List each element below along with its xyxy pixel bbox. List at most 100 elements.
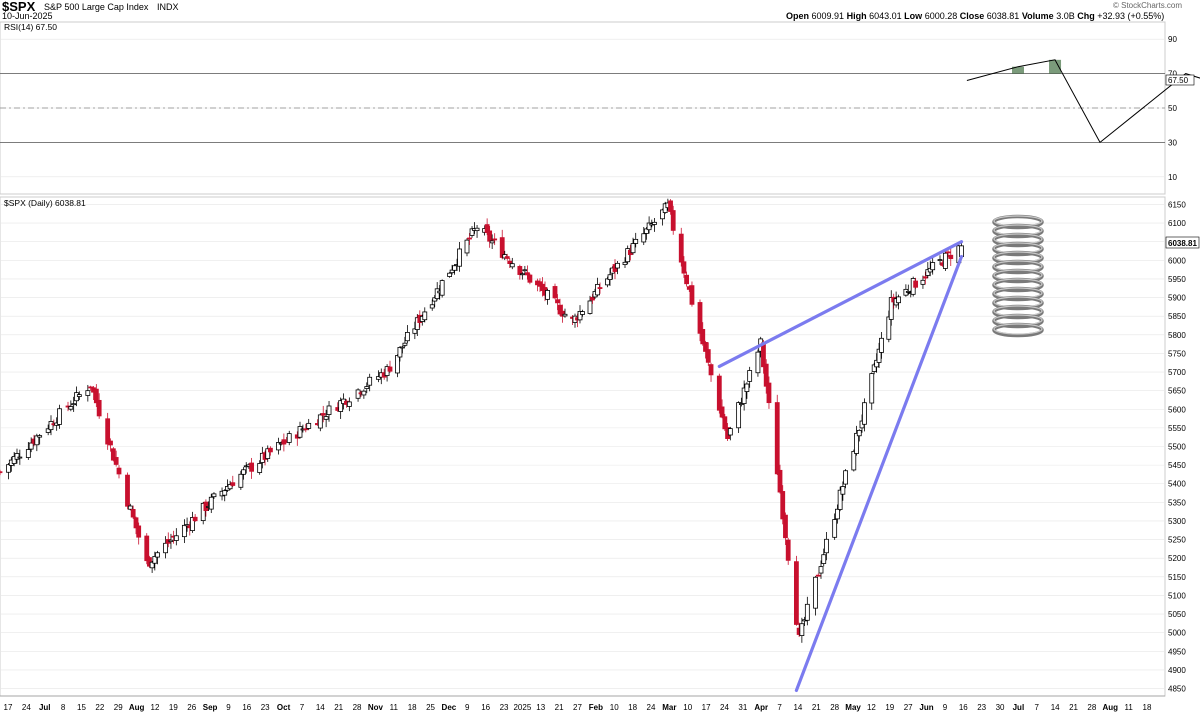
candle-body bbox=[662, 203, 668, 213]
low-value: 6000.28 bbox=[924, 11, 958, 21]
candle-body bbox=[761, 342, 766, 368]
price-tick-label: 5200 bbox=[1168, 554, 1186, 563]
candle-body bbox=[708, 364, 714, 376]
candle-body bbox=[871, 364, 877, 372]
rsi-overbought-fill bbox=[1049, 59, 1062, 74]
candle-body bbox=[346, 401, 352, 407]
x-tick-label: 15 bbox=[77, 703, 86, 712]
candle-body bbox=[208, 496, 214, 510]
trendlines bbox=[717, 240, 964, 693]
x-tick-label: 24 bbox=[22, 703, 31, 712]
x-tick-label: May bbox=[845, 703, 861, 712]
x-tick-label: 8 bbox=[61, 703, 66, 712]
candle-body bbox=[320, 413, 326, 416]
price-tick-label: 5850 bbox=[1168, 312, 1186, 321]
candle-body bbox=[149, 561, 155, 569]
candle-body bbox=[527, 274, 533, 283]
rsi-panel: 10 30 50 70 90 RSI(14) 67.50 67.50 bbox=[0, 21, 1200, 195]
candle-body bbox=[105, 418, 111, 445]
x-tick-label: Jul bbox=[1013, 703, 1025, 712]
candle-body bbox=[741, 387, 747, 404]
volume-label: Volume bbox=[1021, 11, 1054, 21]
price-tick-label: 4950 bbox=[1168, 647, 1186, 656]
candle-body bbox=[125, 474, 130, 507]
candle-body bbox=[763, 363, 769, 387]
price-tick-label: 5350 bbox=[1168, 498, 1186, 507]
candle-body bbox=[856, 429, 862, 437]
x-tick-label: 9 bbox=[943, 703, 948, 712]
candle-body bbox=[37, 435, 43, 438]
x-tick-label: 25 bbox=[426, 703, 435, 712]
candle-body bbox=[722, 416, 728, 430]
candle-body bbox=[184, 524, 190, 527]
candle-body bbox=[587, 300, 593, 314]
candle-body bbox=[404, 332, 410, 342]
candle-body bbox=[557, 304, 563, 315]
x-tick-label: 7 bbox=[1035, 703, 1040, 712]
price-tick-label: 5900 bbox=[1168, 294, 1186, 303]
x-tick-label: 21 bbox=[555, 703, 564, 712]
candle-body bbox=[474, 227, 480, 232]
candle-body bbox=[323, 416, 329, 420]
candle-body bbox=[190, 517, 195, 532]
x-tick-label: 7 bbox=[777, 703, 782, 712]
candle-body bbox=[0, 471, 3, 474]
candle-body bbox=[716, 375, 722, 411]
price-tick-label: 5700 bbox=[1168, 368, 1186, 377]
candle-body bbox=[605, 278, 610, 286]
candle-body bbox=[670, 210, 676, 231]
rsi-grid bbox=[0, 38, 1165, 178]
candle-body bbox=[840, 486, 846, 495]
x-tick-label: 14 bbox=[1051, 703, 1060, 712]
x-tick-label: 16 bbox=[242, 703, 251, 712]
candle-body bbox=[487, 230, 493, 242]
candle-body bbox=[400, 346, 405, 349]
candle-body bbox=[397, 347, 403, 358]
last-price-tag-text: 6038.81 bbox=[1168, 239, 1197, 248]
candle-body bbox=[326, 405, 332, 415]
candle-body bbox=[489, 240, 495, 244]
candle-body bbox=[948, 254, 954, 260]
candle-body bbox=[113, 457, 119, 465]
candle-body bbox=[110, 448, 116, 461]
candle-body bbox=[700, 329, 706, 345]
candle-body bbox=[11, 456, 17, 464]
x-tick-label: 11 bbox=[1124, 703, 1133, 712]
x-tick-label: 14 bbox=[316, 703, 325, 712]
candle-body bbox=[6, 464, 11, 473]
candle-body bbox=[227, 484, 233, 490]
candle-body bbox=[747, 370, 753, 382]
candle-body bbox=[402, 342, 408, 346]
x-tick-label: 23 bbox=[261, 703, 270, 712]
candle-body bbox=[222, 490, 228, 496]
candle-body bbox=[703, 342, 708, 352]
high-label: High bbox=[846, 11, 867, 21]
candle-body bbox=[799, 623, 805, 636]
candle-body bbox=[517, 266, 523, 275]
x-tick-label: 16 bbox=[481, 703, 490, 712]
candle-body bbox=[697, 302, 703, 334]
candle-body bbox=[843, 470, 848, 485]
candle-body bbox=[641, 233, 647, 243]
rsi-tick-label: 50 bbox=[1168, 104, 1177, 113]
x-tick-label: 13 bbox=[536, 703, 545, 712]
candle-body bbox=[76, 394, 82, 397]
candle-body bbox=[920, 279, 926, 285]
rsi-value-tag-text: 67.50 bbox=[1168, 76, 1189, 85]
x-tick-label: 22 bbox=[95, 703, 104, 712]
rsi-tick-label: 70 bbox=[1168, 70, 1177, 79]
x-tick-label: 10 bbox=[683, 703, 692, 712]
candle-body bbox=[615, 262, 620, 269]
candle-body bbox=[813, 576, 818, 609]
candle-body bbox=[276, 442, 281, 451]
candle-body bbox=[257, 463, 263, 473]
price-tick-label: 6100 bbox=[1168, 219, 1186, 228]
rsi-tick-label: 90 bbox=[1168, 35, 1177, 44]
x-tick-label: 12 bbox=[151, 703, 160, 712]
low-label: Low bbox=[904, 11, 923, 21]
candle-body bbox=[434, 288, 440, 300]
candle-body bbox=[361, 390, 367, 396]
candle-body bbox=[668, 200, 673, 212]
candle-body bbox=[367, 376, 373, 386]
x-tick-label: 2025 bbox=[513, 703, 531, 712]
